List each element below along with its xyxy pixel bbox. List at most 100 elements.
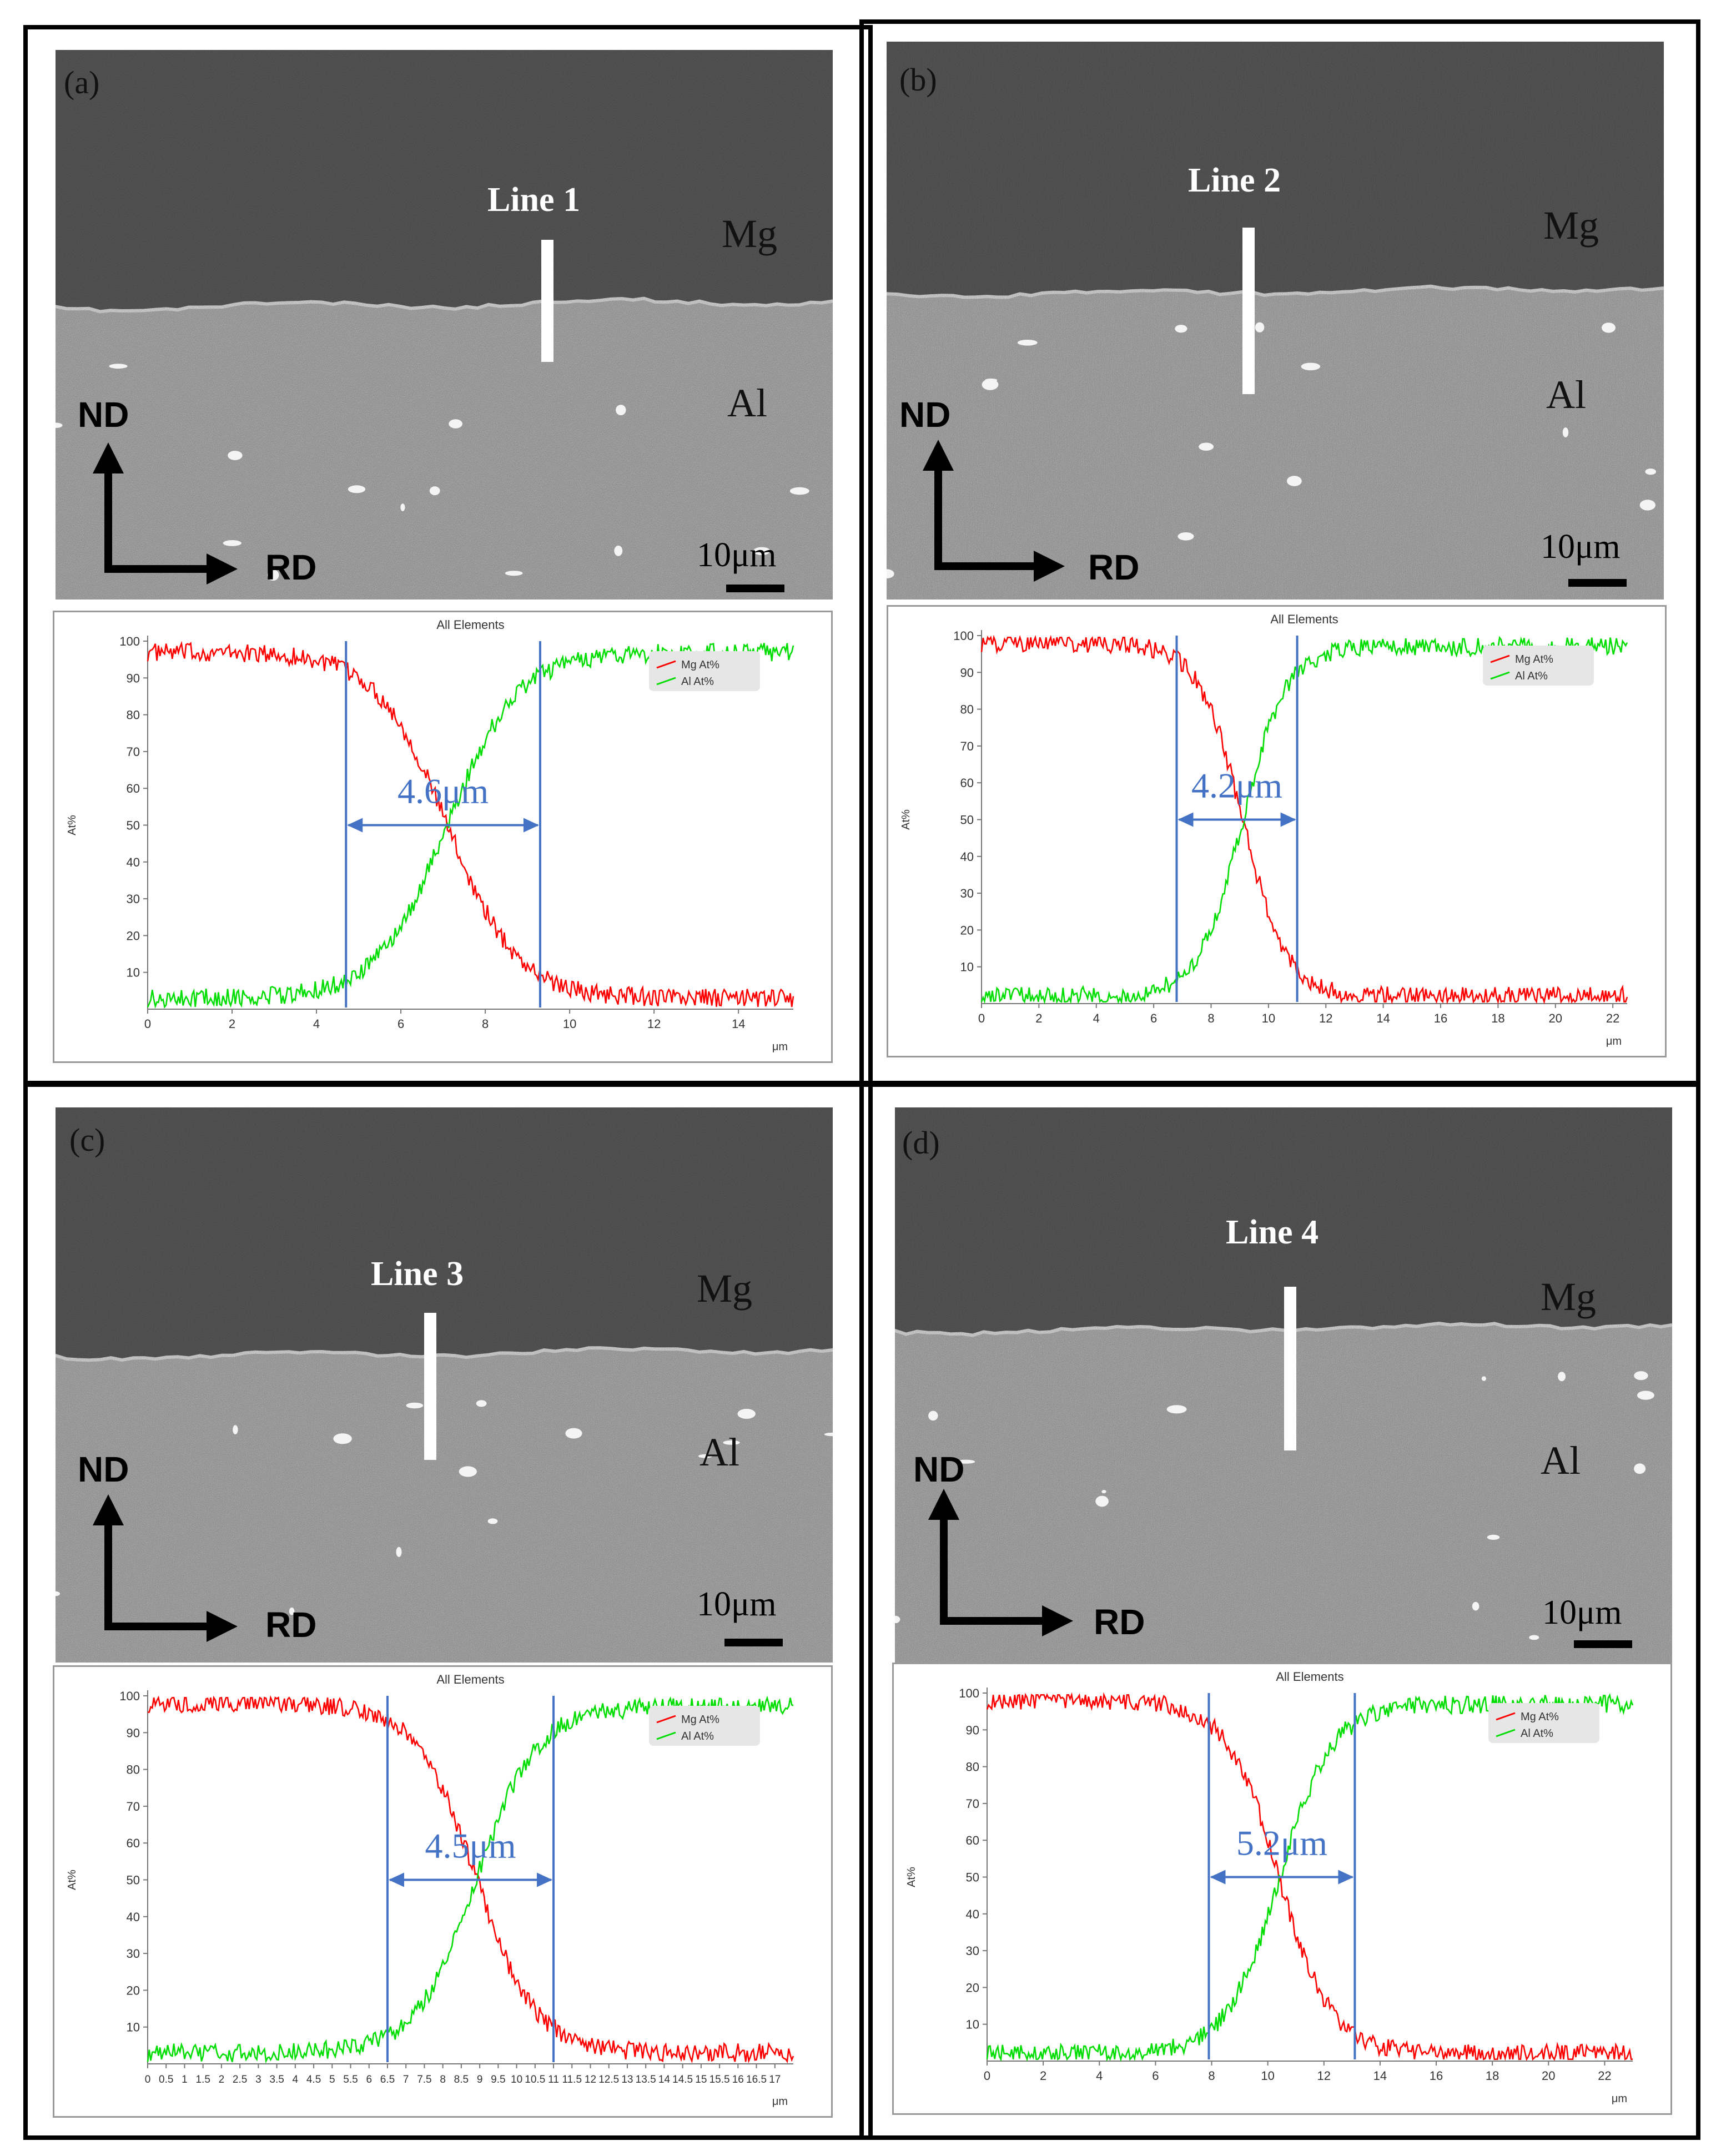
scale-bar-b xyxy=(1568,579,1627,587)
x-tick-label: 9.5 xyxy=(491,2074,505,2086)
x-tick-label: 5.5 xyxy=(343,2074,358,2086)
precipitate-a xyxy=(429,486,440,496)
x-tick-label: 17 xyxy=(769,2074,781,2086)
precipitate-c xyxy=(565,1428,582,1439)
width-arrow-head-left xyxy=(388,1872,404,1887)
x-tick-label: 0 xyxy=(145,2074,151,2086)
width-arrow-head-right xyxy=(523,818,539,833)
precipitate-a xyxy=(505,571,523,576)
precipitate-a xyxy=(400,503,405,511)
precipitate-d xyxy=(895,1615,900,1623)
width-arrow-head-right xyxy=(537,1872,553,1887)
x-tick-label: 8.5 xyxy=(454,2074,469,2086)
y-tick-label: 20 xyxy=(960,923,974,937)
interdiffusion-width-label: 4.6μm xyxy=(397,772,489,811)
x-tick-label: 14 xyxy=(1373,2069,1387,2083)
phase-label-al-b: Al xyxy=(1546,372,1586,417)
x-tick-label: 14 xyxy=(732,1017,745,1031)
chart-title: All Elements xyxy=(436,1673,504,1686)
y-tick-label: 60 xyxy=(127,782,140,795)
x-tick-label: 3 xyxy=(255,2074,261,2086)
x-tick-label: 15 xyxy=(695,2074,707,2086)
precipitate-a xyxy=(614,545,623,556)
precipitate-c xyxy=(396,1547,402,1557)
x-tick-label: 12 xyxy=(1319,1011,1332,1025)
x-tick-label: 2.5 xyxy=(233,2074,247,2086)
y-tick-label: 70 xyxy=(960,739,974,753)
precipitate-b xyxy=(1017,340,1038,346)
line-profile-chart-d: All Elements At% μm 10 20 30 40 50 60 70 80 90 100 0 2… xyxy=(892,1663,1672,2115)
legend-swatch-al xyxy=(1496,1729,1516,1737)
panel-frame-d xyxy=(859,1082,1700,2140)
line-4-marker xyxy=(1284,1287,1296,1450)
sem-micrograph-b xyxy=(887,42,1664,600)
panel-label-b: (b) xyxy=(899,62,937,98)
precipitate-b xyxy=(1301,362,1321,371)
phase-label-mg-a: Mg xyxy=(722,211,778,256)
precipitate-b xyxy=(1287,476,1302,486)
y-tick-label: 40 xyxy=(966,1907,979,1921)
y-tick-label: 30 xyxy=(960,886,974,900)
nd-label-c: ND xyxy=(78,1449,129,1489)
legend-label-mg: Mg At% xyxy=(681,1714,719,1726)
precipitate-d xyxy=(1472,1601,1480,1611)
x-tick-label: 9 xyxy=(477,2074,483,2086)
x-tick-label: 1 xyxy=(182,2074,188,2086)
precipitate-c xyxy=(459,1466,477,1477)
x-tick-label: 4 xyxy=(1096,2069,1103,2083)
phase-label-al-a: Al xyxy=(727,381,767,425)
y-tick-label: 90 xyxy=(127,671,140,685)
x-tick-label: 14.5 xyxy=(672,2074,693,2086)
y-tick-label: 80 xyxy=(966,1760,979,1774)
precipitate-c xyxy=(723,1440,740,1445)
x-tick-label: 4 xyxy=(293,2074,299,2086)
x-tick-label: 10 xyxy=(511,2074,522,2086)
precipitate-c xyxy=(333,1433,352,1444)
precipitate-d xyxy=(1529,1635,1539,1640)
x-tick-label: 20 xyxy=(1549,1011,1562,1025)
x-tick-label: 16.5 xyxy=(746,2074,767,2086)
phase-label-mg-d: Mg xyxy=(1541,1275,1597,1319)
panel-frame-c xyxy=(23,1082,873,2140)
legend-label-mg: Mg At% xyxy=(681,659,719,671)
scale-label-b: 10μm xyxy=(1541,528,1621,566)
series-line-al xyxy=(980,636,1628,1005)
sem-noise-d xyxy=(895,1107,1672,1663)
width-arrow-head-left xyxy=(347,818,363,833)
interdiffusion-width-label: 4.5μm xyxy=(425,1826,516,1866)
x-tick-label: 4 xyxy=(313,1017,320,1031)
precipitate-d xyxy=(1634,1463,1646,1474)
x-tick-label: 0 xyxy=(978,1011,985,1025)
chart-svg-b: All Elements At% μm 10 20 30 40 50 60 70 80 90 100 0 2… xyxy=(900,612,1628,1047)
x-tick-label: 22 xyxy=(1606,1011,1619,1025)
legend-label-mg: Mg At% xyxy=(1521,1711,1559,1723)
x-tick-label: 10 xyxy=(1261,2069,1274,2083)
x-tick-label: 2 xyxy=(229,1017,235,1031)
x-tick-label: 3.5 xyxy=(269,2074,284,2086)
y-tick-label: 40 xyxy=(127,1910,140,1924)
x-tick-label: 7.5 xyxy=(417,2074,431,2086)
legend-swatch-al xyxy=(1490,671,1510,680)
x-tick-label: 13 xyxy=(621,2074,633,2086)
y-tick-label: 50 xyxy=(127,1873,140,1887)
legend-label-mg: Mg At% xyxy=(1515,653,1553,666)
chart-svg-c: All Elements At% μm 10 20 30 40 50 60 70 80 90 100 0 0… xyxy=(66,1673,794,2108)
series-line-mg xyxy=(986,1692,1633,2061)
x-tick-label: 2 xyxy=(1040,2069,1046,2083)
sem-image-d xyxy=(895,1107,1672,1663)
x-tick-label: 10 xyxy=(563,1017,576,1031)
y-axis-label: At% xyxy=(66,815,78,835)
x-tick-label: 18 xyxy=(1486,2069,1499,2083)
x-tick-label: 12 xyxy=(585,2074,596,2086)
phase-label-mg-c: Mg xyxy=(697,1266,753,1311)
legend-label-al: Al At% xyxy=(1521,1727,1553,1740)
phase-label-al-d: Al xyxy=(1541,1438,1581,1483)
y-tick-label: 20 xyxy=(127,929,140,943)
precipitate-b xyxy=(1175,325,1187,333)
precipitate-c xyxy=(406,1402,424,1409)
precipitate-b xyxy=(887,569,894,578)
nd-label-d: ND xyxy=(913,1449,965,1489)
x-tick-label: 10 xyxy=(1262,1011,1275,1025)
y-tick-label: 60 xyxy=(966,1833,979,1847)
rd-label-c: RD xyxy=(265,1605,317,1645)
